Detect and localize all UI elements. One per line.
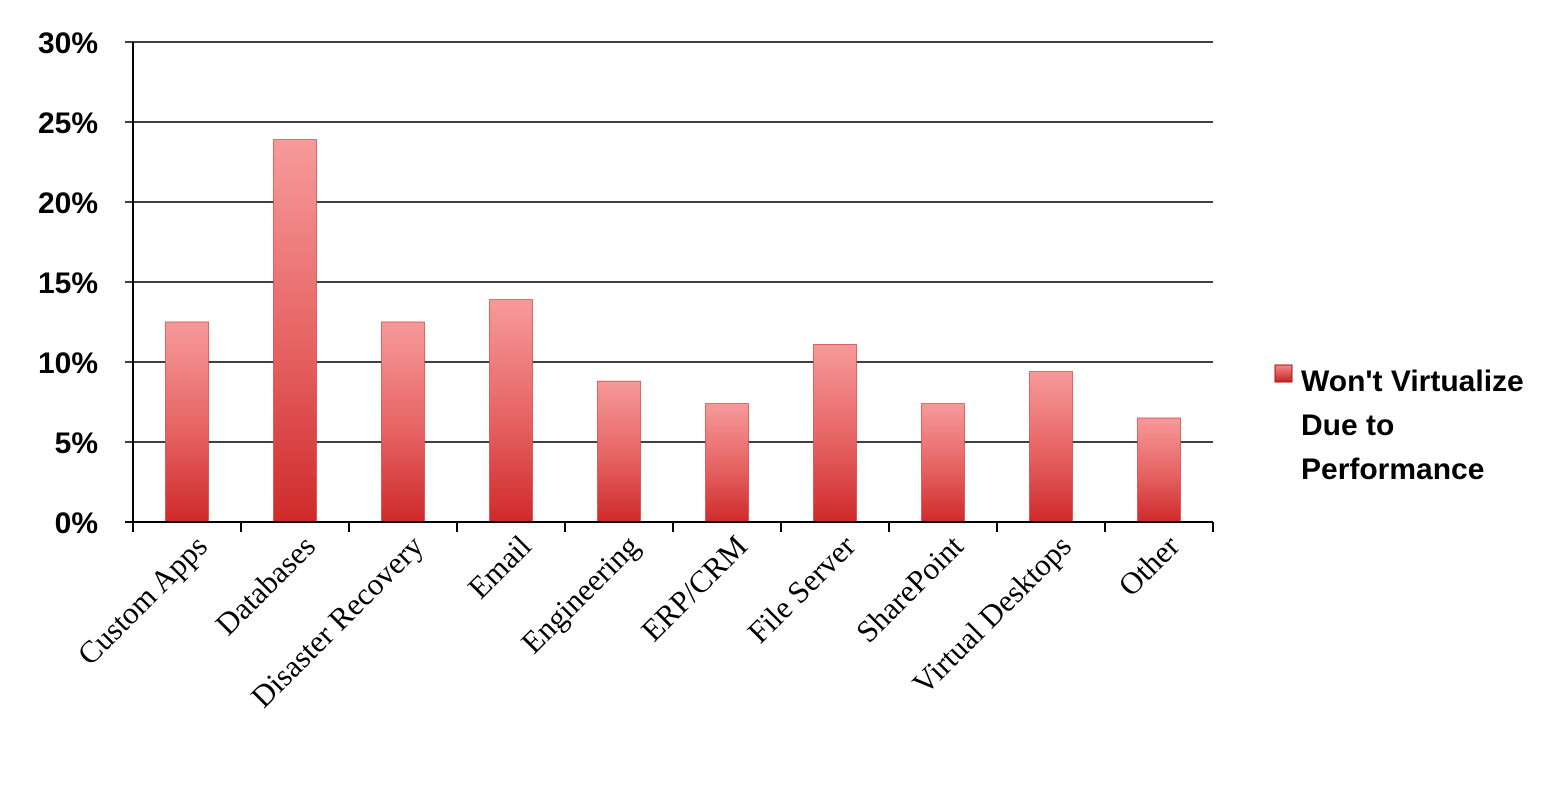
x-category-label: Email — [461, 528, 538, 605]
bar — [705, 403, 749, 523]
x-category-label: Databases — [208, 528, 322, 642]
y-tick-label: 15% — [38, 267, 98, 300]
x-category-label: Custom Apps — [70, 528, 214, 672]
legend-label-line-3: Performance — [1301, 453, 1484, 486]
x-category-label: File Server — [740, 528, 862, 650]
legend: Won't Virtualize Due to Performance — [1274, 364, 1524, 486]
y-tick-label: 0% — [55, 507, 98, 540]
bar — [1137, 417, 1181, 523]
x-category-label: Other — [1111, 528, 1186, 603]
bar — [813, 343, 857, 523]
bar — [489, 299, 533, 523]
y-tick-labels: 0% 5% 10% 15% 20% 25% 30% — [38, 27, 98, 540]
bar — [921, 403, 965, 523]
x-category-label: Engineering — [514, 528, 646, 660]
bars — [165, 139, 1181, 523]
x-category-label: ERP/CRM — [634, 528, 754, 648]
legend-label-line-1: Won't Virtualize — [1301, 365, 1524, 398]
bar — [165, 321, 209, 523]
axes — [125, 42, 1214, 532]
y-tick-label: 25% — [38, 107, 98, 140]
bar — [597, 380, 641, 523]
bar — [381, 321, 425, 523]
bar — [1029, 371, 1073, 523]
y-tick-label: 10% — [38, 347, 98, 380]
bar — [273, 139, 317, 523]
legend-swatch — [1274, 364, 1293, 383]
y-tick-label: 20% — [38, 187, 98, 220]
y-tick-label: 30% — [38, 27, 98, 60]
legend-label-line-2: Due to — [1301, 409, 1394, 442]
y-tick-label: 5% — [55, 427, 98, 460]
